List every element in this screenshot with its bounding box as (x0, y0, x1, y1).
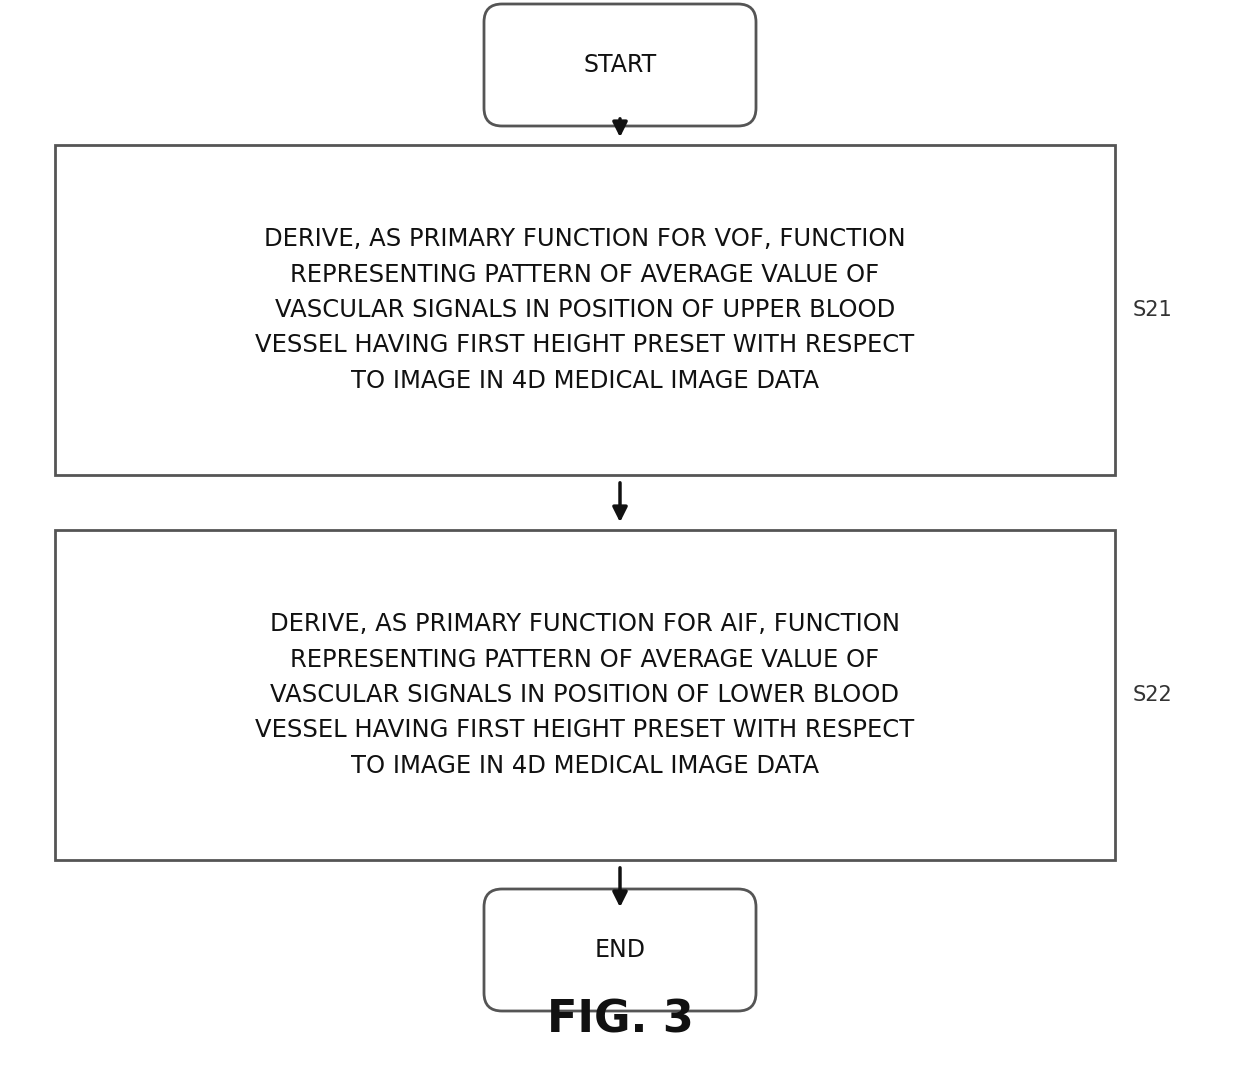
Text: S21: S21 (1133, 300, 1173, 320)
Text: END: END (594, 938, 646, 962)
Bar (55, 145, 1115, 475)
Text: DERIVE, AS PRIMARY FUNCTION FOR AIF, FUNCTION
REPRESENTING PATTERN OF AVERAGE VA: DERIVE, AS PRIMARY FUNCTION FOR AIF, FUN… (255, 612, 915, 778)
Text: START: START (583, 53, 657, 77)
Text: S22: S22 (1133, 685, 1173, 705)
FancyBboxPatch shape (484, 889, 756, 1011)
Bar (55, 530, 1115, 860)
FancyBboxPatch shape (484, 4, 756, 126)
Text: DERIVE, AS PRIMARY FUNCTION FOR VOF, FUNCTION
REPRESENTING PATTERN OF AVERAGE VA: DERIVE, AS PRIMARY FUNCTION FOR VOF, FUN… (255, 227, 915, 393)
Text: FIG. 3: FIG. 3 (547, 999, 693, 1042)
